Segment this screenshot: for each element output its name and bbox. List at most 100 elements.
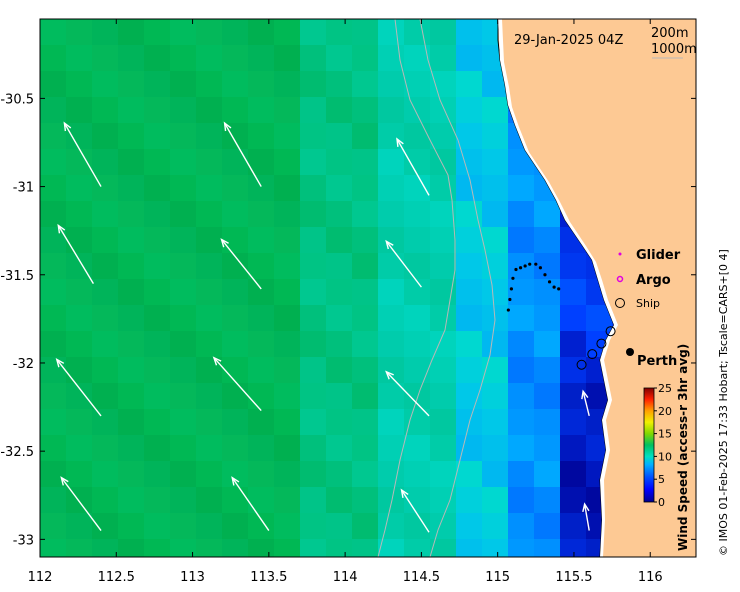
wind-cell: [118, 461, 145, 488]
wind-cell: [352, 123, 379, 150]
wind-cell: [456, 45, 483, 72]
wind-cell: [118, 97, 145, 124]
wind-arrow: [385, 239, 422, 288]
wind-cell: [534, 201, 561, 228]
colorbar-tick-label: 25: [658, 382, 672, 395]
wind-cell: [170, 305, 197, 332]
wind-cell: [118, 383, 145, 410]
wind-cell: [92, 123, 119, 150]
wind-cell: [144, 487, 171, 514]
wind-arrow: [400, 488, 430, 533]
wind-cell: [118, 435, 145, 462]
wind-cell: [118, 409, 145, 436]
wind-cell: [40, 539, 67, 557]
y-tick-label: -32: [13, 357, 34, 372]
wind-cell: [508, 487, 535, 514]
wind-cell: [144, 331, 171, 358]
wind-cell: [144, 461, 171, 488]
wind-cell: [248, 357, 275, 384]
wind-cell: [118, 175, 145, 202]
wind-cell: [482, 97, 509, 124]
wind-cell: [40, 253, 67, 280]
y-axis: -30.5 -31 -31.5 -32 -32.5 -33: [0, 92, 696, 548]
wind-cell: [404, 435, 431, 462]
plot-frame: [39, 18, 697, 558]
wind-cell: [352, 435, 379, 462]
wind-cell: [560, 305, 587, 332]
wind-cell: [378, 175, 405, 202]
wind-cell: [40, 227, 67, 254]
wind-cell: [378, 71, 405, 98]
wind-cell: [248, 409, 275, 436]
wind-cell: [482, 227, 509, 254]
wind-cell: [92, 149, 119, 176]
wind-cell: [274, 71, 301, 98]
wind-cell: [300, 71, 327, 98]
wind-vectors: [55, 121, 590, 533]
wind-cell: [300, 357, 327, 384]
wind-cell: [300, 331, 327, 358]
ship-marker: [576, 359, 587, 370]
wind-cell: [378, 305, 405, 332]
wind-cell: [222, 279, 249, 306]
wind-cell: [66, 539, 93, 557]
wind-cell: [170, 461, 197, 488]
wind-cell: [456, 357, 483, 384]
wind-cell: [508, 435, 535, 462]
wind-cell: [144, 71, 171, 98]
wind-cell: [430, 409, 457, 436]
wind-cell: [274, 305, 301, 332]
wind-cell: [300, 45, 327, 72]
wind-cell: [534, 227, 561, 254]
wind-cell: [456, 149, 483, 176]
wind-cell: [534, 409, 561, 436]
wind-cell: [66, 175, 93, 202]
wind-cell: [534, 461, 561, 488]
wind-cell: [508, 279, 535, 306]
wind-cell: [326, 331, 353, 358]
wind-cell: [300, 305, 327, 332]
wind-cell: [482, 461, 509, 488]
wind-cell: [508, 513, 535, 540]
wind-cell: [222, 435, 249, 462]
wind-cell: [118, 71, 145, 98]
wind-cell: [118, 149, 145, 176]
wind-cell: [326, 487, 353, 514]
wind-cell: [92, 45, 119, 72]
wind-cell: [352, 487, 379, 514]
wind-cell: [92, 539, 119, 557]
wind-cell: [222, 487, 249, 514]
wind-cell: [170, 357, 197, 384]
wind-cell: [144, 201, 171, 228]
wind-cell: [92, 487, 119, 514]
wind-cell: [430, 305, 457, 332]
wind-cell: [66, 331, 93, 358]
wind-cell: [248, 45, 275, 72]
wind-cell: [430, 461, 457, 488]
ship-positions: [576, 326, 616, 370]
wind-cell: [404, 19, 431, 46]
wind-cell: [430, 279, 457, 306]
wind-cell: [144, 175, 171, 202]
wind-cell: [378, 201, 405, 228]
wind-cell: [66, 357, 93, 384]
wind-cell: [170, 149, 197, 176]
wind-cell: [40, 19, 67, 46]
wind-arrow: [582, 502, 590, 531]
wind-cell: [222, 409, 249, 436]
wind-cell: [352, 305, 379, 332]
coastal-no-data: [498, 19, 618, 557]
wind-cell: [508, 201, 535, 228]
wind-cell: [144, 357, 171, 384]
wind-cell: [482, 201, 509, 228]
wind-cell: [456, 227, 483, 254]
wind-cell: [456, 539, 483, 557]
wind-cell: [560, 487, 587, 514]
wind-cell: [352, 253, 379, 280]
wind-cell: [170, 71, 197, 98]
wind-cell: [300, 383, 327, 410]
wind-cell: [326, 383, 353, 410]
wind-cell: [66, 45, 93, 72]
colorbar-tick-label: 5: [658, 473, 665, 486]
wind-cell: [482, 539, 509, 557]
